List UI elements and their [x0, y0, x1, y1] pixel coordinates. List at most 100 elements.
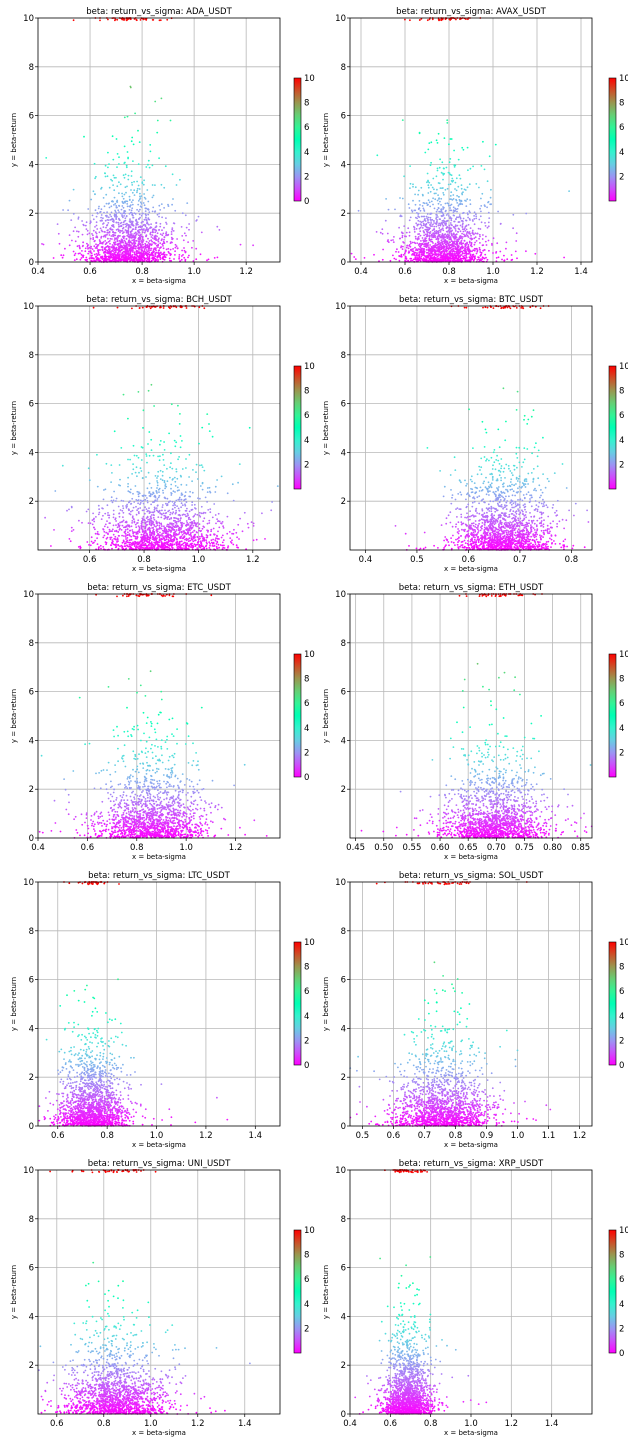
- scatter-point: [177, 405, 179, 407]
- scatter-point: [149, 491, 151, 493]
- scatter-point: [456, 177, 458, 179]
- scatter-point: [136, 532, 138, 534]
- scatter-point: [107, 504, 109, 506]
- scatter-point: [196, 531, 198, 533]
- scatter-point: [93, 527, 95, 529]
- scatter-point: [437, 241, 439, 243]
- scatter-point: [155, 490, 157, 492]
- scatter-point: [419, 246, 421, 248]
- scatter-point: [482, 244, 484, 246]
- scatter-point: [157, 471, 159, 473]
- scatter-point: [186, 520, 188, 522]
- scatter-point: [142, 213, 144, 215]
- scatter-point: [110, 219, 112, 221]
- scatter-point: [138, 218, 140, 220]
- scatter-point: [418, 216, 420, 218]
- scatter-point: [143, 193, 145, 195]
- scatter-point: [221, 537, 223, 539]
- scatter-point: [419, 19, 421, 21]
- scatter-point: [133, 518, 135, 520]
- scatter-point: [473, 218, 475, 220]
- scatter-point: [127, 529, 129, 531]
- scatter-point: [169, 518, 171, 520]
- scatter-point: [110, 481, 112, 483]
- y-tick-label: 2: [341, 209, 346, 219]
- scatter-point: [459, 214, 461, 216]
- scatter-point: [136, 253, 138, 255]
- scatter-point: [129, 250, 131, 252]
- scatter-point: [441, 211, 443, 213]
- scatter-point: [121, 510, 123, 512]
- scatter-point: [105, 194, 107, 196]
- scatter-point: [480, 260, 482, 262]
- scatter-point: [418, 238, 420, 240]
- colorbar-tick-label: 6: [304, 123, 309, 133]
- scatter-point: [138, 491, 140, 493]
- scatter-point: [451, 180, 453, 182]
- scatter-point: [174, 536, 176, 538]
- scatter-point: [147, 238, 149, 240]
- scatter-point: [104, 255, 106, 257]
- scatter-point: [172, 248, 174, 250]
- scatter-point: [77, 218, 79, 220]
- scatter-point: [126, 203, 128, 205]
- scatter-point: [163, 239, 165, 241]
- scatter-point: [178, 256, 180, 258]
- scatter-point: [172, 501, 174, 503]
- scatter-point: [140, 502, 142, 504]
- scatter-point: [145, 166, 147, 168]
- scatter-point: [151, 252, 153, 254]
- scatter-point: [419, 256, 421, 258]
- scatter-point: [81, 250, 83, 252]
- scatter-point: [123, 207, 125, 209]
- scatter-point: [124, 146, 126, 148]
- scatter-point: [412, 242, 414, 244]
- scatter-point: [436, 175, 438, 177]
- scatter-point: [138, 239, 140, 241]
- scatter-point: [434, 249, 436, 251]
- scatter-point: [78, 520, 80, 522]
- scatter-point: [99, 231, 101, 233]
- y-tick-label: 4: [341, 160, 346, 170]
- scatter-point: [177, 518, 179, 520]
- scatter-point: [449, 241, 451, 243]
- scatter-point: [240, 244, 242, 246]
- scatter-point: [474, 242, 476, 244]
- scatter-point: [418, 248, 420, 250]
- scatter-point: [138, 545, 140, 547]
- scatter-point: [176, 523, 178, 525]
- scatter-point: [143, 184, 145, 186]
- colorbar-tick-label: 8: [304, 99, 309, 109]
- scatter-point: [122, 217, 124, 219]
- scatter-point: [125, 538, 127, 540]
- scatter-point: [149, 527, 151, 529]
- scatter-point: [475, 213, 477, 215]
- scatter-point: [113, 538, 115, 540]
- scatter-point: [120, 447, 122, 449]
- scatter-point: [94, 177, 96, 179]
- scatter-point: [154, 231, 156, 233]
- scatter-point: [166, 518, 168, 520]
- scatter-point: [464, 253, 466, 255]
- scatter-point: [431, 234, 433, 236]
- scatter-point: [460, 178, 462, 180]
- scatter-point: [115, 500, 117, 502]
- scatter-point: [165, 530, 167, 532]
- scatter-point: [206, 259, 208, 261]
- scatter-point: [179, 497, 181, 499]
- scatter-point: [147, 519, 149, 521]
- scatter-point: [516, 257, 518, 259]
- scatter-point: [438, 227, 440, 229]
- scatter-point: [479, 242, 481, 244]
- scatter-point: [173, 532, 175, 534]
- scatter-point: [88, 232, 90, 234]
- scatter-point: [431, 251, 433, 253]
- scatter-point: [490, 197, 492, 199]
- scatter-point: [106, 234, 108, 236]
- scatter-point: [488, 222, 490, 224]
- scatter-point: [136, 181, 138, 183]
- scatter-point: [468, 253, 470, 255]
- scatter-point: [394, 209, 396, 211]
- scatter-point: [136, 514, 138, 516]
- scatter-point: [120, 213, 122, 215]
